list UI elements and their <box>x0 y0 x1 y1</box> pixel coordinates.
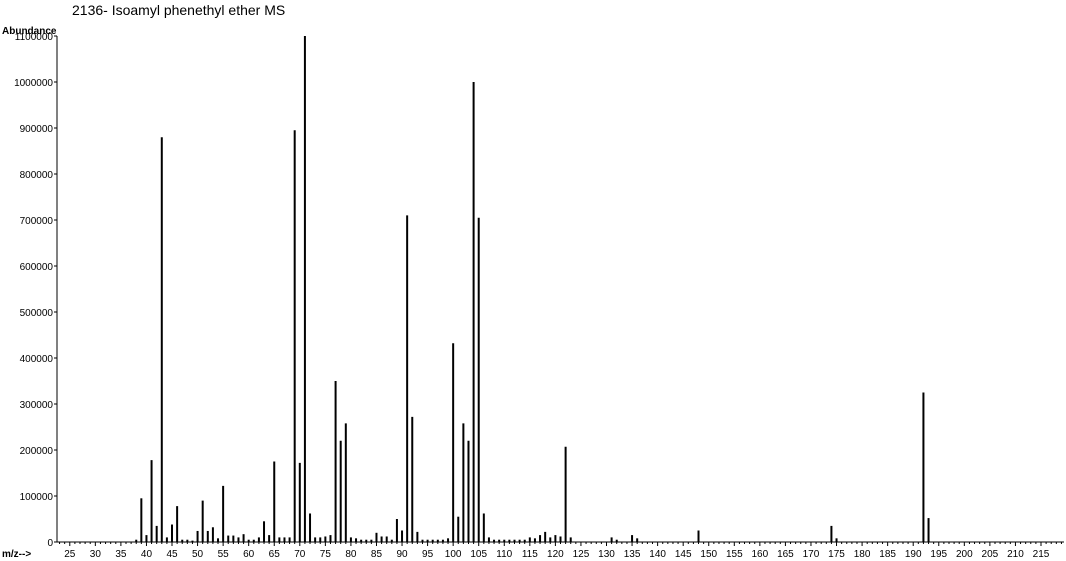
x-tick-label: 30 <box>90 549 102 560</box>
x-tick-label: 100 <box>445 549 462 560</box>
y-tick-label: 900000 <box>20 124 54 135</box>
x-tick-label: 125 <box>573 549 590 560</box>
x-tick-label: 195 <box>930 549 947 560</box>
x-axis-ticks: 25 30 35 40 45 50 55 60 65 70 75 80 85 90 95 100 105 110 1… <box>59 542 1062 560</box>
y-tick-label: 300000 <box>20 400 54 411</box>
x-tick-label: 45 <box>166 549 178 560</box>
y-axis-label: Abundance <box>2 26 57 37</box>
y-tick-label: 1000000 <box>14 78 53 89</box>
x-tick-label: 25 <box>64 549 76 560</box>
x-tick-label: 170 <box>803 549 820 560</box>
x-tick-label: 120 <box>547 549 564 560</box>
x-tick-label: 185 <box>879 549 896 560</box>
x-tick-label: 50 <box>192 549 204 560</box>
x-tick-label: 115 <box>522 549 538 560</box>
x-tick-label: 205 <box>982 549 999 560</box>
x-tick-label: 105 <box>470 549 487 560</box>
y-tick-label: 800000 <box>20 170 54 181</box>
x-axis-label: m/z--> <box>2 549 31 560</box>
x-tick-label: 90 <box>396 549 408 560</box>
x-tick-label: 40 <box>141 549 153 560</box>
y-tick-label: 100000 <box>20 492 54 503</box>
x-tick-label: 95 <box>422 549 434 560</box>
x-tick-label: 215 <box>1033 549 1050 560</box>
x-tick-label: 55 <box>218 549 230 560</box>
y-tick-label: 1100000 <box>15 32 54 43</box>
x-tick-label: 180 <box>854 549 871 560</box>
x-tick-label: 140 <box>649 549 666 560</box>
x-tick-label: 60 <box>243 549 255 560</box>
x-tick-label: 130 <box>598 549 615 560</box>
spectrum-peaks <box>135 36 930 542</box>
x-tick-label: 75 <box>320 549 332 560</box>
y-tick-label: 700000 <box>20 216 54 227</box>
x-tick-label: 65 <box>269 549 281 560</box>
x-tick-label: 190 <box>905 549 922 560</box>
chart-title: 2136- Isoamyl phenethyl ether MS <box>72 2 285 18</box>
y-tick-label: 200000 <box>20 446 54 457</box>
x-tick-label: 110 <box>496 549 512 560</box>
x-tick-label: 70 <box>294 549 306 560</box>
x-tick-label: 200 <box>956 549 973 560</box>
y-axis-ticks: 0 100000 200000 300000 400000 500000 600000 700… <box>14 32 57 549</box>
x-tick-label: 160 <box>752 549 769 560</box>
x-tick-label: 155 <box>726 549 743 560</box>
x-tick-label: 145 <box>675 549 692 560</box>
x-tick-label: 210 <box>1007 549 1024 560</box>
y-tick-label: 400000 <box>20 354 54 365</box>
x-tick-label: 35 <box>115 549 127 560</box>
y-tick-label: 0 <box>47 538 53 549</box>
x-tick-label: 175 <box>828 549 845 560</box>
x-tick-label: 165 <box>777 549 794 560</box>
x-tick-label: 135 <box>624 549 641 560</box>
x-tick-label: 150 <box>700 549 717 560</box>
x-tick-label: 85 <box>371 549 383 560</box>
y-tick-label: 500000 <box>20 308 54 319</box>
x-tick-label: 80 <box>345 549 357 560</box>
y-tick-label: 600000 <box>20 262 54 273</box>
